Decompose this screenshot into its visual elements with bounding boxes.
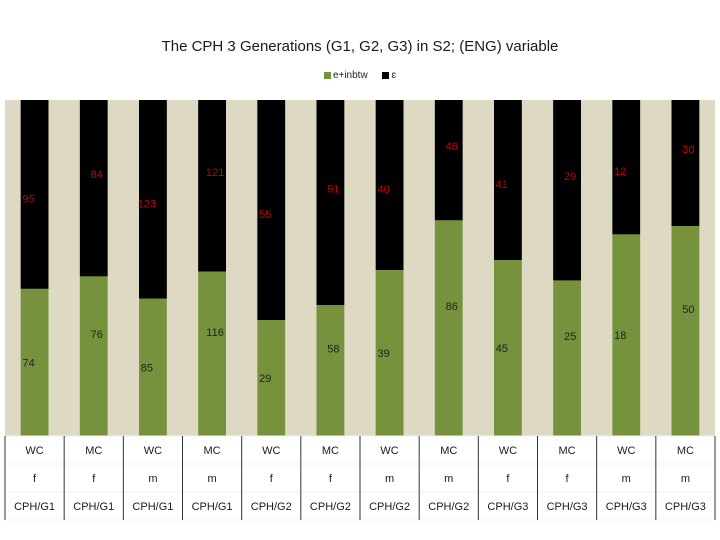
bar-e-inbtw xyxy=(20,288,49,436)
tick-label-gender: m xyxy=(622,473,631,485)
bar-epsilon xyxy=(198,100,226,272)
bar-e-inbtw xyxy=(494,260,522,436)
chart-title: The CPH 3 Generations (G1, G2, G3) in S2… xyxy=(161,38,559,55)
bar-e-inbtw xyxy=(139,298,167,436)
tick-label-generation: CPH/G2 xyxy=(369,501,410,513)
tick-label-gender: f xyxy=(329,473,333,485)
tick-label-class: WC xyxy=(499,445,517,457)
bar-e-inbtw xyxy=(375,270,404,436)
data-label-epsilon: 48 xyxy=(446,141,458,153)
tick-label-gender: m xyxy=(385,473,394,485)
tick-label-gender: f xyxy=(33,473,37,485)
plot-area xyxy=(5,100,715,436)
data-label-epsilon: 29 xyxy=(564,171,576,183)
bar-epsilon xyxy=(553,100,581,281)
data-label-epsilon: 121 xyxy=(206,167,224,179)
tick-label-class: MC xyxy=(204,445,221,457)
data-label-epsilon: 41 xyxy=(496,179,508,191)
tick-label-generation: CPH/G3 xyxy=(487,501,528,513)
data-label-e-inbtw: 29 xyxy=(259,373,271,385)
tick-label-class: WC xyxy=(617,445,635,457)
tick-label-gender: m xyxy=(444,473,453,485)
tick-label-gender: f xyxy=(506,473,510,485)
data-label-e-inbtw: 39 xyxy=(377,348,389,360)
data-label-e-inbtw: 50 xyxy=(682,304,694,316)
data-label-epsilon: 84 xyxy=(91,169,103,181)
legend-label-e-inbtw: e+inbtw xyxy=(332,70,368,81)
tick-label-class: WC xyxy=(380,445,398,457)
tick-label-class: WC xyxy=(262,445,280,457)
bar-e-inbtw xyxy=(257,320,286,436)
legend: e+inbtw ɛ xyxy=(0,70,720,81)
tick-label-generation: CPH/G1 xyxy=(132,501,173,513)
tick-label-generation: CPH/G1 xyxy=(14,501,55,513)
legend-swatch-epsilon xyxy=(382,71,390,79)
bar-epsilon xyxy=(612,100,641,235)
tick-label-gender: f xyxy=(270,473,274,485)
data-label-e-inbtw: 74 xyxy=(22,357,34,369)
data-label-epsilon: 95 xyxy=(22,193,34,205)
data-label-epsilon: 91 xyxy=(327,184,339,196)
bar-e-inbtw xyxy=(198,271,226,436)
tick-label-gender: m xyxy=(207,473,216,485)
tick-label-gender: f xyxy=(566,473,570,485)
tick-label-generation: CPH/G2 xyxy=(428,501,469,513)
bar-e-inbtw xyxy=(79,276,108,436)
data-label-epsilon: 40 xyxy=(377,184,389,196)
legend-item-e-inbtw: e+inbtw xyxy=(323,70,368,81)
tick-label-gender: m xyxy=(681,473,690,485)
tick-label-generation: CPH/G1 xyxy=(192,501,233,513)
tick-label-class: MC xyxy=(85,445,102,457)
bar-e-inbtw xyxy=(671,226,700,436)
tick-label-generation: CPH/G2 xyxy=(251,501,292,513)
legend-swatch-e-inbtw xyxy=(323,71,331,79)
bar-epsilon xyxy=(316,100,345,306)
tick-label-class: WC xyxy=(144,445,162,457)
data-label-e-inbtw: 76 xyxy=(91,329,103,341)
legend-label-epsilon: ɛ xyxy=(391,70,397,81)
data-label-epsilon: 30 xyxy=(682,144,694,156)
tick-label-class: MC xyxy=(677,445,694,457)
tick-label-gender: m xyxy=(148,473,157,485)
bar-epsilon xyxy=(434,100,463,221)
tick-label-class: MC xyxy=(322,445,339,457)
data-label-e-inbtw: 116 xyxy=(206,327,224,339)
tick-label-generation: CPH/G1 xyxy=(73,501,114,513)
bar-epsilon xyxy=(139,100,167,299)
data-label-e-inbtw: 25 xyxy=(564,331,576,343)
bar-e-inbtw xyxy=(612,234,641,436)
bar-e-inbtw xyxy=(553,280,581,436)
data-label-e-inbtw: 45 xyxy=(496,343,508,355)
tick-label-generation: CPH/G3 xyxy=(665,501,706,513)
bar-epsilon xyxy=(20,100,49,289)
data-label-epsilon: 123 xyxy=(138,198,156,210)
tick-label-class: WC xyxy=(25,445,43,457)
data-label-epsilon: 12 xyxy=(614,166,626,178)
data-label-e-inbtw: 86 xyxy=(446,301,458,313)
data-label-e-inbtw: 18 xyxy=(614,330,626,342)
tick-label-generation: CPH/G3 xyxy=(606,501,647,513)
bar-e-inbtw xyxy=(316,305,345,436)
tick-label-gender: f xyxy=(92,473,96,485)
tick-label-generation: CPH/G2 xyxy=(310,501,351,513)
bar-epsilon xyxy=(79,100,108,277)
bar-epsilon xyxy=(375,100,404,271)
data-label-e-inbtw: 85 xyxy=(141,362,153,374)
tick-label-generation: CPH/G3 xyxy=(547,501,588,513)
tick-label-class: MC xyxy=(559,445,576,457)
bar-epsilon xyxy=(494,100,522,261)
bar-epsilon xyxy=(671,100,700,226)
legend-item-epsilon: ɛ xyxy=(382,70,396,81)
data-label-epsilon: 55 xyxy=(259,209,271,221)
tick-label-class: MC xyxy=(440,445,457,457)
bar-e-inbtw xyxy=(434,220,463,436)
data-label-e-inbtw: 58 xyxy=(327,344,339,356)
bar-epsilon xyxy=(257,100,286,320)
